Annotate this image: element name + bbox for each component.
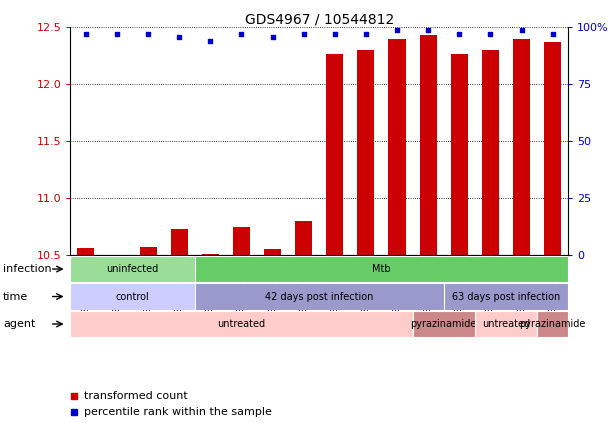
Bar [295, 220, 312, 255]
Bar [482, 50, 499, 255]
Text: GDS4967 / 10544812: GDS4967 / 10544812 [244, 13, 394, 27]
Point [81, 31, 90, 38]
Point [205, 38, 215, 44]
Point [455, 31, 464, 38]
Bar [544, 42, 562, 255]
Text: percentile rank within the sample: percentile rank within the sample [84, 407, 272, 417]
Text: agent: agent [3, 319, 35, 329]
Text: pyrazinamide: pyrazinamide [519, 319, 586, 329]
Point [299, 31, 309, 38]
Point [112, 31, 122, 38]
Text: untreated: untreated [482, 319, 530, 329]
Bar [233, 228, 250, 255]
Text: uninfected: uninfected [106, 264, 159, 274]
Text: control: control [115, 291, 149, 302]
Point [330, 31, 340, 38]
Point [392, 26, 402, 33]
Point [143, 31, 153, 38]
Text: Mtb: Mtb [372, 264, 391, 274]
Bar [170, 228, 188, 255]
Point [548, 31, 558, 38]
Bar [357, 50, 375, 255]
Point [361, 31, 371, 38]
Bar [139, 247, 156, 255]
Text: time: time [3, 291, 28, 302]
Point [236, 31, 246, 38]
Point [423, 26, 433, 33]
Text: transformed count: transformed count [84, 391, 188, 401]
Bar [389, 39, 406, 255]
Bar [326, 54, 343, 255]
Text: infection: infection [3, 264, 52, 274]
Point [268, 33, 277, 40]
Text: pyrazinamide: pyrazinamide [411, 319, 477, 329]
Bar [513, 39, 530, 255]
Text: 42 days post infection: 42 days post infection [265, 291, 373, 302]
Point [174, 33, 184, 40]
Text: untreated: untreated [218, 319, 266, 329]
Bar [264, 249, 281, 255]
Bar [77, 248, 94, 255]
Bar [202, 253, 219, 255]
Text: 63 days post infection: 63 days post infection [452, 291, 560, 302]
Point [486, 31, 496, 38]
Point [517, 26, 527, 33]
Bar [451, 54, 468, 255]
Bar [420, 36, 437, 255]
